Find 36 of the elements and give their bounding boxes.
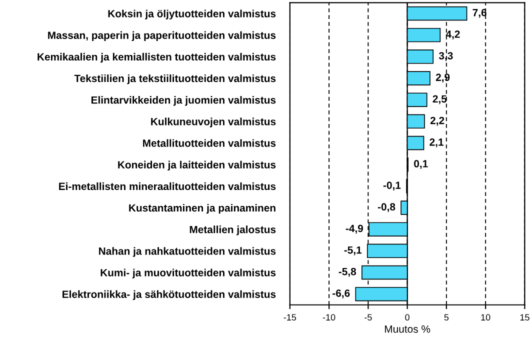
y-tick-label: Kumi- ja muovituotteiden valmistus: [100, 268, 276, 278]
y-tick-label: Ei-metallisten mineraalituotteiden valmistus: [59, 182, 276, 190]
x-axis-title: Muutos %: [385, 325, 430, 333]
y-tick-label: Koneiden ja laitteiden valmistus: [118, 160, 276, 171]
data-label: 2,9: [436, 74, 450, 83]
x-tick-label: -15: [284, 314, 296, 321]
data-label: 2,1: [430, 138, 444, 148]
data-label: -5,8: [338, 268, 356, 277]
y-tick-label: Kustantaminen ja painaminen: [129, 204, 276, 214]
y-tick-label: Kemikaalien ja kemiallisten tuotteiden valmistus: [38, 52, 276, 63]
data-label: 4,2: [446, 30, 460, 40]
data-label: 2,2: [430, 116, 444, 126]
y-tick-label: Tekstiilien ja tekstiilituotteiden valmistus: [74, 74, 276, 84]
y-tick-label: Koksin ja öljytuotteiden valmistus: [108, 10, 276, 20]
x-tick-label: -10: [322, 314, 336, 321]
y-tick-label: Metallituotteiden valmistus: [143, 139, 276, 147]
data-label: 3,3: [438, 52, 453, 61]
y-tick-label: Elintarvikkeiden ja juomien valmistus: [91, 96, 276, 106]
data-label: -6,6: [332, 290, 350, 298]
x-tick-label: -5: [364, 314, 372, 321]
x-tick-label: 15: [520, 314, 530, 321]
y-tick-label: Elektroniikka- ja sähkötuotteiden valmistus: [62, 290, 276, 300]
y-tick-label: Kulkuneuvojen valmistus: [151, 118, 276, 128]
data-label: 2,5: [432, 95, 447, 104]
y-tick-label: Metallien jalostus: [190, 226, 276, 236]
data-label: -0,1: [383, 182, 401, 190]
x-tick-label: 0: [405, 314, 410, 321]
y-tick-label: Nahan ja nahkatuotteiden valmistus: [99, 247, 276, 257]
x-tick-label: 10: [481, 314, 490, 321]
data-label: -5,1: [344, 246, 362, 256]
data-label: -4,9: [346, 224, 364, 234]
data-label: 7,6: [472, 8, 486, 18]
x-tick-label: 5: [444, 314, 449, 321]
data-label: -0,8: [378, 203, 396, 212]
y-tick-label: Massan, paperin ja paperituotteiden valmistus: [48, 31, 276, 42]
data-label: 0,1: [414, 160, 428, 169]
